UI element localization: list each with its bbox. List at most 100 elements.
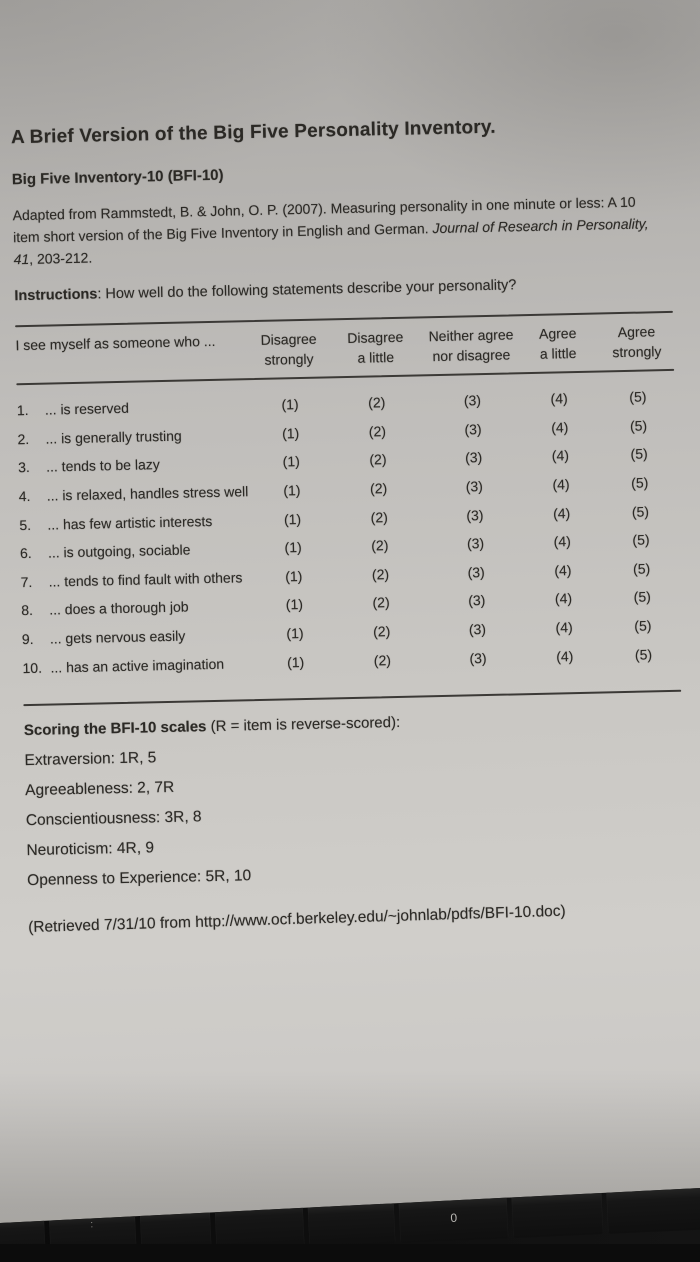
rating-option: (4) (551, 419, 569, 436)
rating-option: (5) (634, 617, 652, 634)
key (606, 1188, 700, 1234)
divider-rule-bottom (23, 689, 682, 707)
item-number: 5. (19, 516, 32, 533)
shift-icon: ⇧ (226, 1189, 242, 1210)
key (48, 1209, 137, 1244)
column-header-disagree-strongly: Disagree strongly (252, 328, 325, 370)
rating-option: (1) (285, 596, 304, 613)
item-text: ... has an active imagination (50, 655, 225, 676)
rating-option: (5) (629, 417, 648, 434)
instructions-line: Instructions: How well do the following … (14, 274, 672, 304)
rating-option: (3) (468, 592, 486, 609)
rating-option: (2) (372, 623, 391, 640)
item-text: ... is outgoing, sociable (47, 541, 191, 561)
enter-key (591, 1188, 700, 1189)
table-stub-header: I see myself as someone who ... (15, 332, 216, 354)
rating-option: (3) (469, 649, 487, 667)
header-line: nor disagree (432, 346, 511, 365)
pgup-key-label: PgUp (323, 1166, 351, 1179)
rating-option: (3) (468, 621, 487, 638)
scoring-heading: Scoring the BFI-10 scales (R = item is r… (24, 708, 682, 739)
rating-option: (4) (554, 562, 572, 579)
rating-option: (4) (553, 533, 571, 550)
paper-content: A Brief Version of the Big Five Personal… (11, 117, 682, 937)
rating-option: (5) (632, 560, 651, 577)
rating-option: (1) (286, 653, 305, 671)
scale-openness: Openness to Experience: 5R, 10 (26, 867, 252, 890)
rating-option: (1) (283, 482, 301, 499)
column-header-disagree-a-little: Disagree a little (324, 326, 427, 368)
rating-option: (1) (282, 453, 301, 470)
key (0, 1213, 46, 1244)
reflective-key (384, 1188, 431, 1198)
item-number: 3. (17, 459, 31, 476)
rating-option: (1) (285, 567, 303, 585)
rating-option: (2) (370, 508, 388, 526)
zero-key-label: 0 (450, 1210, 458, 1226)
instructions-text: : How well do the following statements d… (97, 277, 517, 303)
rating-option: (2) (371, 537, 389, 554)
rating-option: (1) (281, 424, 300, 442)
keyboard-keys: PgUp End Enter ⇧ : 0 (0, 1153, 700, 1244)
rating-option: (2) (368, 394, 386, 411)
rating-option: (2) (368, 423, 387, 440)
rating-option: (5) (631, 474, 649, 491)
rating-option: (3) (465, 478, 484, 495)
table-header-row: I see myself as someone who ... Disagree… (15, 321, 674, 375)
scale-conscientiousness: Conscientiousness: 3R, 8 (25, 808, 202, 830)
item-number: 1. (16, 402, 29, 419)
scoring-heading-bold: Scoring the BFI-10 scales (23, 718, 207, 740)
rating-option: (4) (556, 647, 574, 665)
rating-option: (3) (464, 449, 483, 466)
rating-option: (5) (630, 445, 648, 463)
rating-option: (1) (286, 625, 304, 642)
item-number: 6. (19, 545, 32, 562)
rating-option: (2) (371, 565, 390, 583)
citation-pages: , 203-212. (29, 249, 93, 267)
rating-option: (5) (631, 503, 650, 520)
rating-option: (5) (633, 588, 651, 606)
header-line: Disagree (347, 328, 404, 346)
rating-option: (2) (373, 651, 392, 669)
rating-option: (4) (555, 619, 573, 636)
likert-table-body: 1. ... is reserved (1) (2) (3) (4) (5) 2.… (17, 382, 681, 682)
item-text: ... is relaxed, handles stress well (46, 483, 249, 504)
item-number: 10. (22, 659, 43, 676)
rating-option: (4) (552, 504, 571, 522)
rating-option: (5) (632, 531, 650, 549)
header-line: strongly (612, 343, 662, 361)
rating-option: (2) (372, 594, 390, 611)
rating-option: (1) (281, 396, 299, 413)
rating-option: (3) (466, 535, 485, 552)
rating-option: (1) (284, 539, 302, 556)
key (307, 1197, 396, 1244)
item-text: ... tends to be lazy (45, 456, 160, 476)
header-line: strongly (264, 350, 314, 368)
enter-key-label: Enter (621, 1153, 648, 1166)
item-number: 4. (18, 488, 31, 505)
rating-option: (1) (283, 510, 302, 528)
rating-option: (4) (552, 476, 570, 493)
item-text: ... is generally trusting (45, 427, 182, 447)
item-number: 8. (21, 602, 34, 619)
keyboard: PgUp End Enter ⇧ : 0 (0, 1188, 700, 1244)
item-number: 9. (21, 630, 34, 648)
header-line: Neither agree (428, 326, 514, 345)
key-highlight-mark (153, 1204, 170, 1211)
rating-option: (5) (629, 388, 647, 406)
header-line: Agree (538, 324, 577, 342)
rating-option: (2) (369, 480, 388, 497)
header-line: a little (539, 344, 577, 362)
citation-paragraph: Adapted from Rammstedt, B. & John, O. P.… (12, 190, 658, 270)
header-line: Disagree (260, 330, 317, 348)
scoring-heading-rest: (R = item is reverse-scored): (206, 713, 401, 736)
item-text: ... gets nervous easily (49, 627, 186, 647)
colon-key-label: : (90, 1219, 94, 1231)
instructions-label: Instructions (14, 286, 98, 305)
item-text: ... does a thorough job (49, 598, 189, 619)
end-key-label: End (472, 1168, 492, 1180)
column-header-agree-a-little: Agree a little (516, 322, 601, 364)
retrieved-note: (Retrieved 7/31/10 from http://www.ocf.b… (27, 902, 566, 937)
key (511, 1188, 604, 1239)
